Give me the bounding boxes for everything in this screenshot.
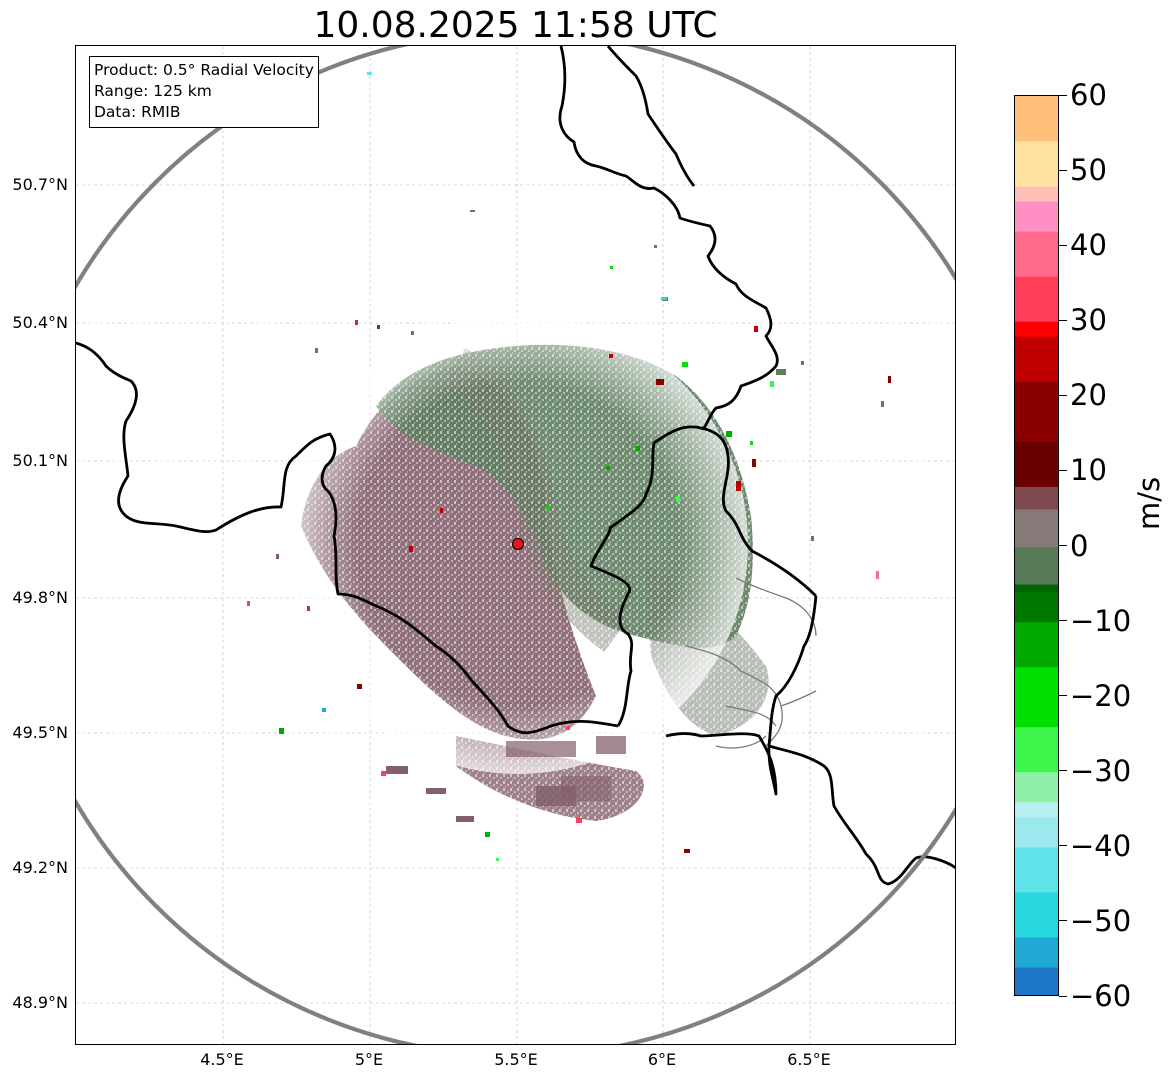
colorbar-band: [1015, 891, 1058, 938]
colorbar-band: [1015, 726, 1058, 773]
lat-label-49-2: 49.2°N: [12, 858, 68, 877]
colorbar-band: [1015, 508, 1058, 547]
lon-label-6: 6°E: [647, 1050, 677, 1069]
colorbar-band: [1015, 141, 1058, 187]
colorbar-tick-label: 10: [1070, 453, 1107, 488]
colorbar-tick-label: −30: [1070, 753, 1132, 788]
velocity-colorbar: [1014, 95, 1059, 996]
colorbar-tick-mark: [1059, 695, 1067, 697]
lat-label-48-9: 48.9°N: [12, 993, 68, 1012]
lon-label-4-5: 4.5°E: [200, 1050, 244, 1069]
colorbar-tick-label: 60: [1070, 78, 1107, 112]
colorbar-tick-label: 40: [1070, 228, 1107, 263]
info-box: Product: 0.5° Radial Velocity Range: 125…: [89, 56, 319, 128]
data-source-label: Data: RMIB: [94, 103, 181, 121]
border-de-fr: [768, 744, 955, 886]
colorbar-tick-label: 30: [1070, 303, 1107, 338]
colorbar-band: [1015, 441, 1058, 487]
colorbar-tick-label: 0: [1070, 528, 1089, 563]
province-boundaries: [685, 577, 817, 749]
colorbar-band: [1015, 801, 1058, 818]
colorbar-tick-label: −10: [1070, 603, 1132, 638]
colorbar-band: [1015, 276, 1058, 322]
country-borders: [76, 46, 955, 886]
colorbar-tick-label: 50: [1070, 153, 1107, 188]
lon-label-5: 5°E: [354, 1050, 384, 1069]
colorbar-tick-mark: [1059, 169, 1067, 171]
echo-speckles: [247, 72, 891, 861]
border-de-be-north: [558, 46, 779, 430]
colorbar-band: [1015, 321, 1058, 337]
border-be-fr: [76, 341, 619, 735]
product-label: Product: 0.5° Radial Velocity: [94, 61, 314, 79]
lon-label-6-5: 6.5°E: [787, 1050, 831, 1069]
colorbar-tick-label: −60: [1070, 979, 1132, 1013]
colorbar-tick-label: −50: [1070, 903, 1132, 938]
colorbar-band: [1015, 336, 1058, 382]
radar-map[interactable]: [75, 45, 956, 1045]
colorbar-tick-mark: [1059, 244, 1067, 246]
colorbar-tick-label: −20: [1070, 678, 1132, 713]
colorbar-band: [1015, 186, 1058, 202]
colorbar-tick-mark: [1059, 94, 1067, 96]
colorbar-tick-mark: [1059, 770, 1067, 772]
colorbar-band: [1015, 546, 1058, 585]
colorbar-tick-label: −40: [1070, 828, 1132, 863]
colorbar-tick-mark: [1059, 319, 1067, 321]
colorbar-tick-mark: [1059, 845, 1067, 847]
colorbar-band: [1015, 621, 1058, 668]
lat-label-49-5: 49.5°N: [12, 723, 68, 742]
colorbar-tick-mark: [1059, 469, 1067, 471]
lat-label-50-1: 50.1°N: [12, 451, 68, 470]
lat-label-49-8: 49.8°N: [12, 588, 68, 607]
colorbar-band: [1015, 771, 1058, 803]
colorbar-tick-mark: [1059, 394, 1067, 396]
border-ne: [606, 46, 696, 187]
colorbar-band: [1015, 381, 1058, 442]
colorbar-band: [1015, 201, 1058, 232]
colorbar-band: [1015, 846, 1058, 893]
colorbar-tick-mark: [1059, 920, 1067, 922]
colorbar-band: [1015, 486, 1058, 510]
colorbar-tick-mark: [1059, 995, 1067, 997]
colorbar-tick-label: 20: [1070, 378, 1107, 413]
colorbar-band: [1015, 591, 1058, 623]
lon-label-5-5: 5.5°E: [494, 1050, 538, 1069]
radar-site-marker: [512, 538, 524, 550]
border-be-lu-de: [589, 425, 817, 727]
colorbar-band: [1015, 816, 1058, 848]
lat-label-50-4: 50.4°N: [12, 313, 68, 332]
colorbar-band: [1015, 231, 1058, 277]
border-de-lu-fr: [665, 595, 818, 796]
colorbar-band: [1015, 96, 1058, 142]
colorbar-band: [1015, 666, 1058, 728]
range-label: Range: 125 km: [94, 82, 212, 100]
colorbar-tick-mark: [1059, 620, 1067, 622]
colorbar-unit-label: m/s: [1132, 476, 1166, 530]
map-canvas: [76, 46, 955, 1044]
colorbar-bands: [1015, 96, 1058, 995]
colorbar-tick-mark: [1059, 545, 1067, 546]
map-title: 10.08.2025 11:58 UTC: [313, 5, 718, 46]
colorbar-band: [1015, 584, 1058, 593]
colorbar-band: [1015, 936, 1058, 968]
lat-label-50-7: 50.7°N: [12, 175, 68, 194]
colorbar-band: [1015, 966, 1058, 995]
